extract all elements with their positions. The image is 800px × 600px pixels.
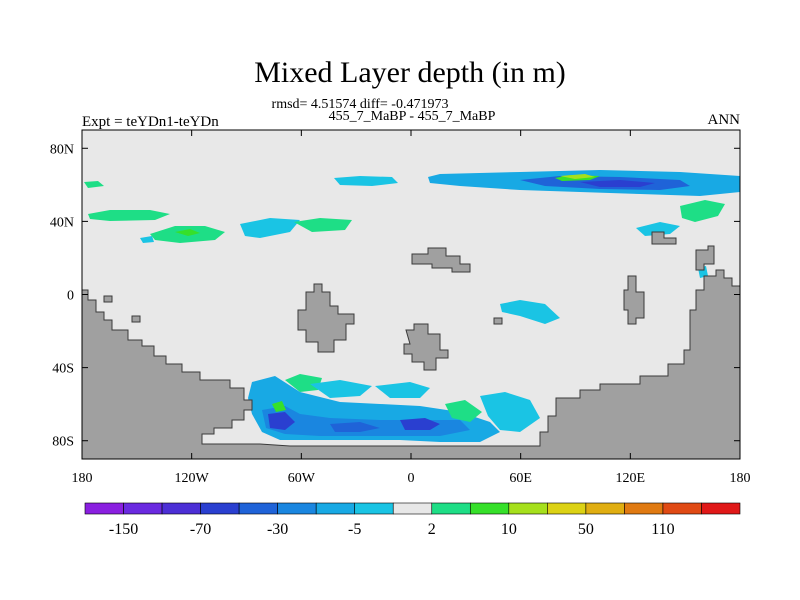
y-tick-label: 80N: [50, 142, 74, 157]
stats-line: rmsd= 4.51574 diff= -0.471973: [272, 97, 449, 112]
y-tick-label: 80S: [52, 435, 74, 450]
colorbar-label: -70: [190, 521, 211, 538]
x-tick-label: 0: [408, 471, 415, 486]
contour-region-pacific-cyan: [636, 222, 680, 236]
contour-region-40n-green1: [88, 210, 170, 221]
land-islet2: [493, 317, 503, 325]
colorbar-label: 110: [651, 521, 674, 538]
colorbar-swatch: [392, 502, 433, 515]
x-tick-label: 120W: [175, 471, 210, 486]
colorbar-label: -5: [348, 521, 361, 538]
land-central-island: [403, 323, 449, 371]
x-tick-label: 120E: [616, 471, 646, 486]
colorbar-swatch: [469, 502, 510, 515]
x-tick-label: 180: [730, 471, 751, 486]
colorbar-swatch: [547, 502, 587, 515]
colorbar-label: -150: [109, 521, 138, 538]
contour-region-south-deep2: [400, 418, 440, 430]
contour-region-south-deep1: [268, 412, 295, 430]
contour-region-north-patch2: [84, 181, 104, 188]
contour-region-south-cyan1: [310, 380, 372, 398]
colorbar-swatch: [315, 502, 356, 515]
subtitle: 455_7_MaBP - 455_7_MaBP: [329, 109, 496, 124]
contour-region-northeast-pale: [560, 174, 595, 179]
land-east-strip: [623, 275, 645, 325]
colorbar-swatch: [624, 502, 664, 515]
contour-region-northeast-core: [580, 180, 655, 187]
colorbar-swatch: [508, 502, 548, 515]
map-panel: [81, 129, 741, 460]
y-tick-label: 40S: [52, 362, 74, 377]
land-mid-island: [297, 283, 355, 353]
land-islet1: [131, 315, 141, 323]
x-tick-label: 60W: [288, 471, 316, 486]
axes: 180 120W 60W 0 60E 120E 180 80N 40N 0 40S 80S: [50, 130, 751, 486]
colorbar-swatch: [277, 502, 317, 515]
contour-region-40n-green3: [175, 229, 200, 236]
colorbar-swatch: [585, 502, 625, 515]
contour-region-south-green2: [445, 400, 482, 422]
contour-region-south-cyan3: [480, 392, 540, 432]
contour-region-eq-cyan: [500, 300, 560, 324]
colorbar-swatch: [161, 502, 201, 515]
colorbar-swatch: [354, 502, 394, 515]
contour-region-pacific-green: [680, 200, 725, 222]
land-north-arctic: [411, 247, 471, 273]
contour-region-south-green1: [285, 374, 322, 392]
right-label: ANN: [708, 112, 741, 128]
colorbar-swatch: [84, 502, 124, 515]
colorbar: -150 -70 -30 -5 2 10 50 110: [84, 502, 741, 538]
contour-region-south-mid: [330, 422, 380, 432]
colorbar-swatch: [701, 502, 741, 515]
contour-region-north-patch1: [334, 176, 398, 186]
contour-region-south-cyan2: [375, 382, 430, 398]
contour-region-40n-green4: [294, 218, 352, 232]
y-tick-label: 0: [67, 289, 74, 304]
contour-region-40n-patch: [140, 236, 154, 243]
land-islet3: [103, 295, 113, 303]
contour-fills: [84, 170, 740, 442]
left-label: Expt = teYDn1-teYDn: [82, 114, 219, 130]
land-pacific-island: [695, 245, 715, 271]
colorbar-swatch: [431, 502, 471, 515]
chart-title: Mixed Layer depth (in m): [254, 56, 566, 89]
x-tick-label: 60E: [509, 471, 532, 486]
y-tick-label: 40N: [50, 215, 74, 230]
contour-region-south-green3: [272, 401, 286, 412]
colorbar-label: 2: [428, 521, 436, 538]
colorbar-label: 50: [578, 521, 594, 538]
land-south-america: [81, 269, 741, 460]
land-east-small: [651, 231, 677, 245]
colorbar-swatch: [238, 502, 278, 515]
colorbar-swatch: [200, 502, 240, 515]
contour-region-40n-cyan: [240, 218, 300, 238]
colorbar-swatch: [123, 502, 163, 515]
land-masks: [81, 231, 741, 460]
x-tick-label: 180: [72, 471, 93, 486]
colorbar-label: -30: [267, 521, 288, 538]
colorbar-swatch: [662, 502, 702, 515]
colorbar-label: 10: [501, 521, 517, 538]
